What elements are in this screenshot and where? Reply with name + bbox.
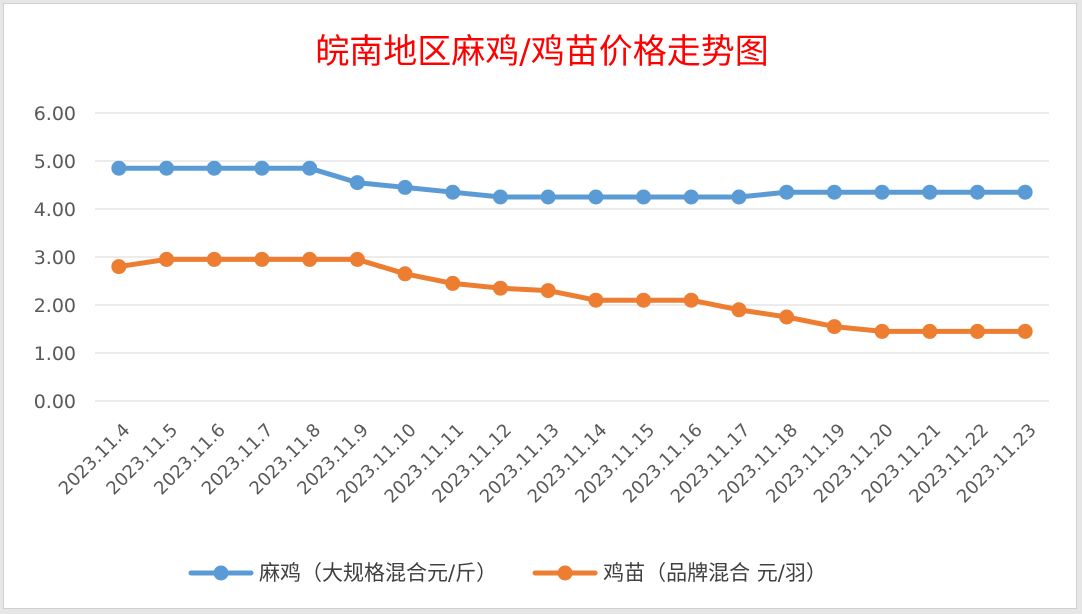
data-point [588,292,604,308]
legend-label: 麻鸡（大规格混合元/斤） [259,561,497,585]
y-tick-label: 6.00 [34,103,76,125]
data-point [206,251,222,267]
legend-marker [557,565,573,581]
data-point [349,175,365,191]
data-point [349,251,365,267]
chart-title: 皖南地区麻鸡/鸡苗价格走势图 [315,32,768,72]
data-point [397,266,413,282]
legend: 麻鸡（大规格混合元/斤） 鸡苗（品牌混合 元/羽） [188,561,827,585]
y-tick-label: 0.00 [34,391,76,413]
data-point [874,184,890,200]
data-point [445,184,461,200]
data-point [588,189,604,205]
data-point [683,189,699,205]
data-point [779,184,795,200]
series-plot [111,160,1033,339]
data-point [922,184,938,200]
data-point [683,292,699,308]
data-point [874,323,890,339]
y-axis-ticks: 0.00 1.00 2.00 3.00 4.00 5.00 6.00 [34,103,76,413]
data-point [445,275,461,291]
legend-label: 鸡苗（品牌混合 元/羽） [603,561,827,585]
data-point [731,302,747,318]
data-point [302,160,318,176]
data-point [540,283,556,299]
data-point [969,323,985,339]
y-tick-label: 3.00 [34,247,76,269]
data-point [922,323,938,339]
data-point [636,292,652,308]
data-point [159,251,175,267]
data-point [206,160,222,176]
data-point [826,319,842,335]
line-chart: 皖南地区麻鸡/鸡苗价格走势图 0.00 1.00 2.00 3.00 4.00 5.00 6… [34,32,1049,585]
legend-marker [213,565,229,581]
data-point [397,179,413,195]
data-point [492,189,508,205]
data-point [111,259,127,275]
data-point [540,189,556,205]
legend-item-2: 鸡苗（品牌混合 元/羽） [532,561,827,585]
chart-area: 皖南地区麻鸡/鸡苗价格走势图 0.00 1.00 2.00 3.00 4.00 5.00 6… [3,3,1077,609]
data-point [969,184,985,200]
data-point [254,160,270,176]
data-point [492,280,508,296]
data-point [254,251,270,267]
legend-item-1: 麻鸡（大规格混合元/斤） [188,561,497,585]
y-tick-label: 1.00 [34,343,76,365]
y-tick-label: 2.00 [34,295,76,317]
data-point [1017,184,1033,200]
data-point [159,160,175,176]
data-point [636,189,652,205]
series-1 [111,160,1033,205]
data-point [779,309,795,325]
x-axis-ticks: 2023.11.42023.11.52023.11.62023.11.72023… [55,420,1041,508]
data-point [111,160,127,176]
data-point [731,189,747,205]
data-point [302,251,318,267]
data-point [826,184,842,200]
data-point [1017,323,1033,339]
y-tick-label: 4.00 [34,199,76,221]
series-line [116,165,1028,200]
y-tick-label: 5.00 [34,151,76,173]
series-line [116,256,1028,334]
series-2 [111,251,1033,339]
